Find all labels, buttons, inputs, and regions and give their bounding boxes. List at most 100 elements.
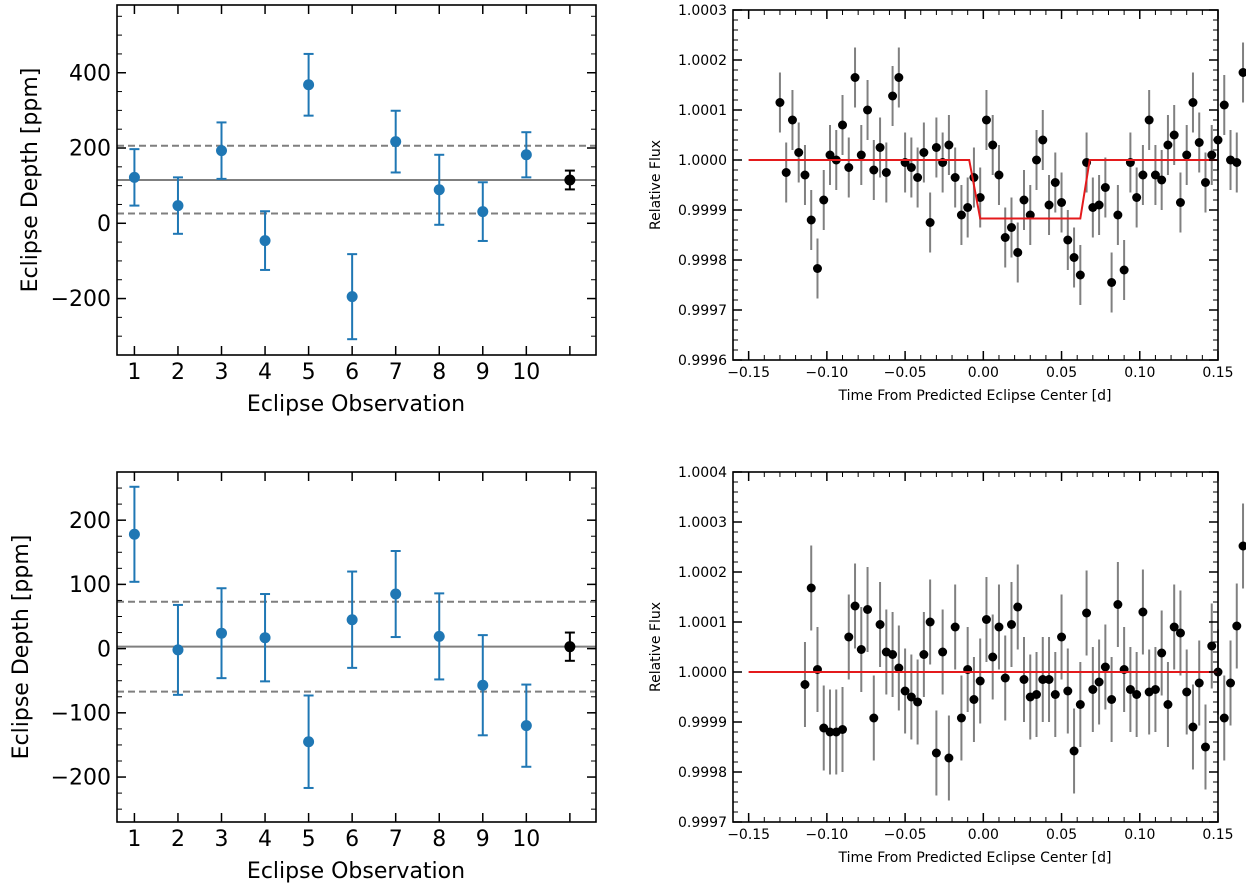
- flux-point: [1044, 200, 1054, 210]
- flux-point: [919, 650, 929, 659]
- flux-point: [1207, 150, 1217, 160]
- data-point: [128, 528, 140, 540]
- x-tick-label: 3: [215, 360, 229, 385]
- flux-point: [881, 168, 891, 177]
- flux-point: [969, 695, 979, 704]
- x-tick-label: 9: [476, 360, 490, 385]
- flux-point: [1069, 253, 1079, 262]
- x-tick-label: 4: [258, 360, 272, 385]
- flux-point: [806, 583, 816, 593]
- data-point: [477, 206, 489, 218]
- y-tick-label: 1.0001: [678, 103, 727, 119]
- flux-point: [1013, 248, 1023, 257]
- flux-point: [944, 753, 954, 763]
- flux-point: [1006, 223, 1016, 232]
- flux-point: [1094, 677, 1104, 687]
- flux-point: [981, 115, 991, 125]
- x-tick-label: 0.10: [1124, 827, 1155, 843]
- flux-point: [869, 713, 879, 723]
- flux-point: [950, 622, 960, 632]
- flux-point: [1038, 675, 1048, 684]
- flux-point: [794, 148, 804, 157]
- x-tick-label: 0.15: [1202, 365, 1233, 381]
- x-tick-label: 1: [127, 360, 141, 385]
- x-tick-label: 7: [389, 827, 403, 852]
- y-tick-label: 0.9997: [678, 815, 727, 831]
- flux-point: [787, 115, 797, 125]
- flux-point: [1100, 662, 1110, 672]
- data-point: [259, 632, 271, 644]
- y-tick-label: 1.0004: [678, 465, 727, 481]
- x-tick-label: 2: [171, 360, 185, 385]
- flux-point: [1182, 687, 1192, 697]
- flux-point: [1169, 622, 1179, 632]
- flux-point: [1194, 138, 1204, 147]
- y-tick-label: 0.9997: [678, 303, 727, 319]
- flux-point: [1113, 600, 1123, 609]
- flux-point: [1113, 210, 1123, 220]
- flux-point: [1013, 602, 1023, 612]
- x-axis-label: Time From Predicted Eclipse Center [d]: [838, 388, 1112, 404]
- flux-point: [1226, 678, 1236, 688]
- light-curve-chart-bottom: 0.9997 0.9998 0.9999 1.0000 1.0001 1.0002 1.00…: [648, 465, 1246, 866]
- flux-point: [1032, 690, 1042, 699]
- flux-point: [1038, 135, 1048, 145]
- data-point: [346, 614, 358, 626]
- x-tick-label: 6: [345, 360, 359, 385]
- x-tick-label: −0.05: [884, 827, 927, 843]
- flux-point: [1050, 690, 1060, 699]
- flux-point: [1163, 140, 1173, 150]
- flux-point: [906, 692, 916, 702]
- flux-point: [1000, 233, 1010, 242]
- flux-point: [1050, 178, 1060, 187]
- flux-point: [1175, 198, 1185, 207]
- x-axis-label: Eclipse Observation: [247, 859, 465, 884]
- flux-point: [812, 264, 822, 273]
- flux-point: [1019, 675, 1029, 684]
- flux-point: [931, 143, 941, 152]
- flux-point: [825, 150, 835, 160]
- combined-point: [564, 641, 576, 653]
- light-curve-chart-top: 0.9996 0.9997 0.9998 0.9999 1.0000 1.0001 1.00…: [648, 3, 1246, 404]
- data-point: [390, 136, 402, 148]
- flux-point: [1132, 193, 1142, 202]
- y-tick-label: 1.0000: [678, 153, 727, 169]
- data-point: [303, 736, 315, 748]
- data-point: [216, 145, 228, 157]
- flux-point: [988, 652, 998, 662]
- data-point: [433, 630, 445, 642]
- axis-ticks: −200 0 200 400 1 2 3 4 5 6 7 8 9 10: [51, 5, 596, 385]
- flux-point: [850, 601, 860, 611]
- flux-point: [1100, 183, 1110, 192]
- flux-point: [894, 663, 904, 673]
- x-tick-label: −0.15: [727, 827, 770, 843]
- flux-point: [1138, 170, 1148, 180]
- x-tick-label: 7: [389, 360, 403, 385]
- flux-point: [994, 170, 1004, 180]
- x-tick-label: −0.10: [805, 365, 848, 381]
- flux-point: [1088, 685, 1098, 694]
- y-tick-label: 1.0002: [678, 53, 727, 69]
- y-tick-label: −100: [51, 702, 111, 727]
- data-point: [303, 79, 315, 91]
- data-point: [216, 627, 228, 639]
- data-point: [259, 235, 271, 247]
- y-tick-label: 0.9999: [678, 715, 727, 731]
- x-tick-label: −0.05: [884, 365, 927, 381]
- y-axis-label: Relative Flux: [648, 140, 664, 230]
- flux-point: [1200, 178, 1210, 187]
- flux-point: [1019, 195, 1029, 205]
- eclipse-model-line: [748, 159, 1218, 220]
- axis-ticks: −200 −100 0 100 200 1 2 3 4 5 6 7 8 9 10: [51, 471, 596, 852]
- flux-point: [925, 617, 935, 627]
- flux-point: [1200, 742, 1210, 752]
- flux-point: [900, 686, 910, 696]
- y-tick-label: 1.0003: [678, 515, 727, 531]
- flux-point: [1157, 175, 1167, 185]
- y-tick-label: 1.0000: [678, 665, 727, 681]
- y-tick-label: 400: [69, 61, 111, 86]
- flux-point: [988, 140, 998, 150]
- flux-point: [975, 676, 985, 686]
- flux-point: [1169, 130, 1179, 140]
